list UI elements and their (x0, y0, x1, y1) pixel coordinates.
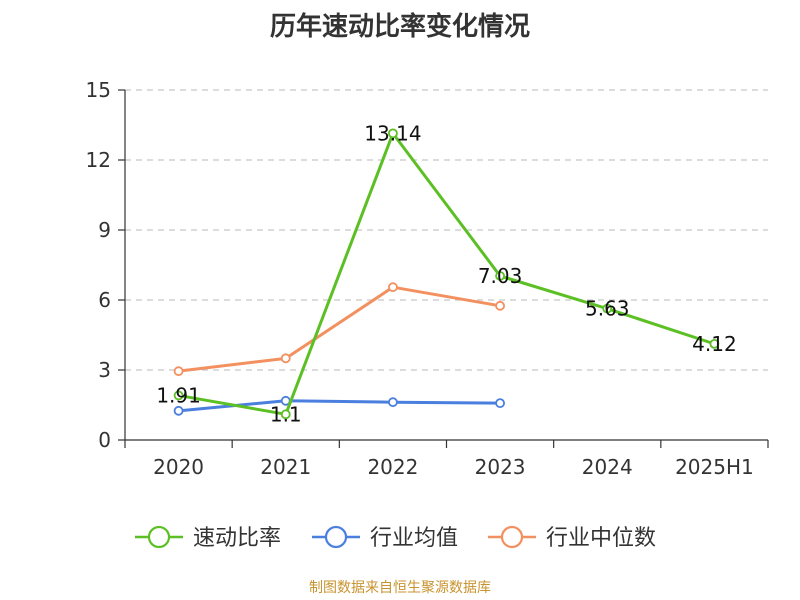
series-line (178, 285, 501, 373)
data-label: 13.14 (364, 121, 421, 145)
chart-title: 历年速动比率变化情况 (269, 12, 530, 42)
series-point (173, 390, 184, 401)
legend-label: 行业均值 (370, 526, 458, 551)
data-label: 1.91 (156, 383, 201, 407)
x-tick-label: 2025H1 (675, 455, 754, 479)
legend-label: 速动比率 (193, 526, 281, 551)
x-tick-label: 2023 (475, 455, 526, 479)
x-tick-label: 2022 (367, 455, 418, 479)
legend-label: 行业中位数 (546, 526, 656, 551)
series-point (173, 366, 184, 377)
series-point (495, 300, 505, 311)
series-point (280, 353, 291, 364)
x-tick-label: 2021 (260, 455, 311, 479)
legend-marker (500, 525, 524, 549)
data-label: 4.12 (692, 332, 737, 356)
y-tick-label: 15 (86, 78, 111, 102)
y-tick-label: 9 (98, 218, 111, 242)
series-point (388, 128, 398, 139)
y-tick-label: 3 (98, 358, 111, 382)
series-point (388, 397, 398, 408)
series-point (280, 409, 291, 420)
data-label: 1.1 (270, 402, 302, 426)
y-tick-label: 6 (98, 288, 111, 312)
series-point (173, 405, 184, 416)
series-point (495, 271, 505, 281)
series-point (602, 303, 613, 314)
legend-marker (324, 525, 348, 549)
series-point (388, 282, 398, 293)
series-point (709, 338, 720, 349)
x-tick-label: 2024 (582, 455, 633, 479)
source-note: 制图数据来自恒生聚源数据库 (309, 580, 491, 596)
y-tick-label: 0 (98, 428, 111, 452)
data-label: 7.03 (478, 264, 523, 288)
data-label: 5.63 (585, 297, 630, 321)
x-tick-label: 2020 (153, 455, 204, 479)
series-point (495, 398, 505, 409)
series-line (178, 131, 715, 416)
y-tick-label: 12 (86, 148, 111, 172)
legend-marker (147, 525, 171, 549)
series-line (178, 399, 501, 413)
